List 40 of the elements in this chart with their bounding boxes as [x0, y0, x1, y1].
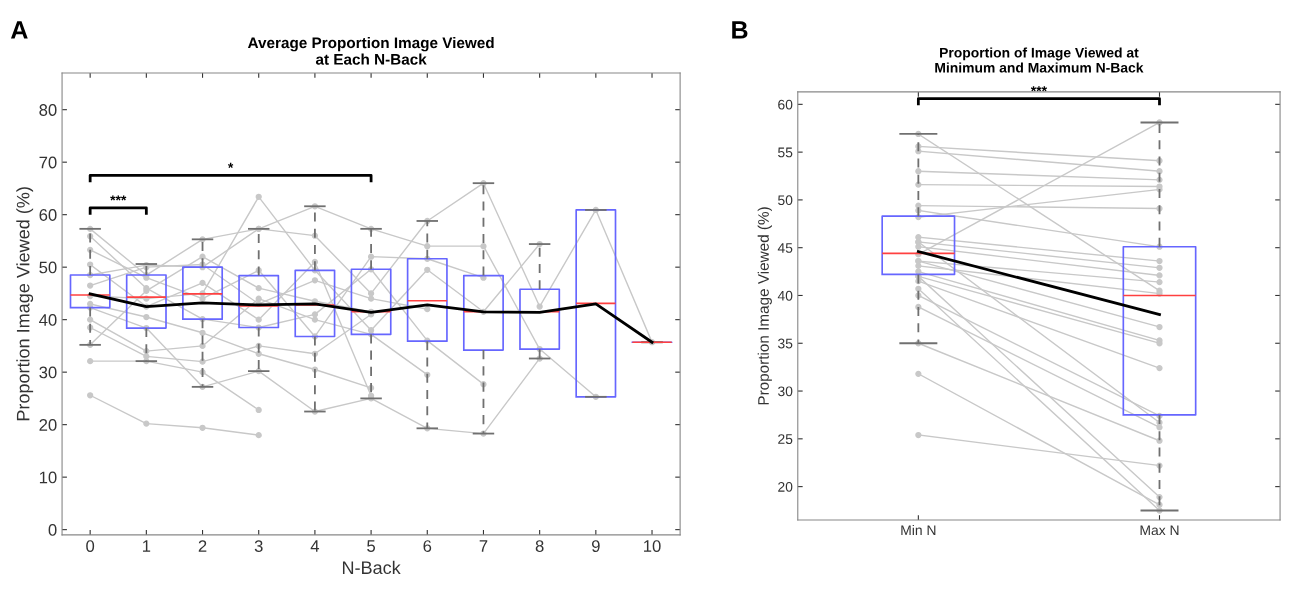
y-tick-label: 40 — [777, 290, 793, 301]
y-tick-label: 30 — [39, 366, 57, 379]
x-tick-label: 4 — [310, 540, 320, 552]
x-tick-label: 7 — [479, 540, 488, 552]
y-tick-label: 40 — [39, 314, 57, 326]
y-tick-label: 70 — [39, 156, 57, 169]
chart-title: Average Proportion Image Viewed at Each N-Back — [247, 37, 494, 65]
x-tick-label: 9 — [591, 540, 600, 552]
x-tick-label: 5 — [367, 540, 376, 552]
x-tick-label: 8 — [535, 540, 544, 552]
annotation: * — [227, 162, 234, 169]
y-axis-title: Proportion Image Viewed (%) — [16, 187, 34, 421]
y-tick-label: 30 — [778, 386, 793, 397]
y-tick-label: 20 — [778, 481, 793, 492]
y-tick-label: 80 — [39, 104, 57, 116]
text: A — [10, 21, 28, 39]
y-tick-label: 20 — [39, 419, 57, 431]
text: B — [732, 21, 748, 39]
x-tick-label: 2 — [198, 540, 207, 552]
text: *** — [1030, 86, 1048, 92]
y-tick-label: 25 — [778, 434, 793, 444]
y-tick-label: 10 — [39, 471, 57, 484]
y-axis-title: Proportion Image Viewed (%) — [757, 207, 772, 405]
chart-title: Proportion of Image Viewed at Minimum and Maximum N-Back — [935, 47, 1144, 73]
x-tick-label: 10 — [644, 540, 661, 552]
x-tick-label: 1 — [142, 540, 151, 552]
x-tick-label: 3 — [254, 540, 263, 552]
y-tick-label: 50 — [39, 261, 57, 274]
y-tick-label: 55 — [778, 147, 793, 158]
x-tick-label: 0 — [86, 540, 95, 552]
annotation: *** — [110, 195, 127, 201]
y-tick-label: 50 — [778, 195, 793, 206]
y-tick-label: 60 — [39, 209, 57, 221]
y-tick-label: 60 — [778, 99, 793, 110]
x-axis-title: N-Back — [342, 560, 401, 575]
x-tick-label: Min N — [901, 524, 936, 535]
y-tick-label: 45 — [777, 243, 793, 253]
x-tick-label: 6 — [423, 540, 432, 552]
x-tick-label: Max N — [1140, 525, 1179, 536]
y-tick-label: 35 — [778, 338, 793, 349]
